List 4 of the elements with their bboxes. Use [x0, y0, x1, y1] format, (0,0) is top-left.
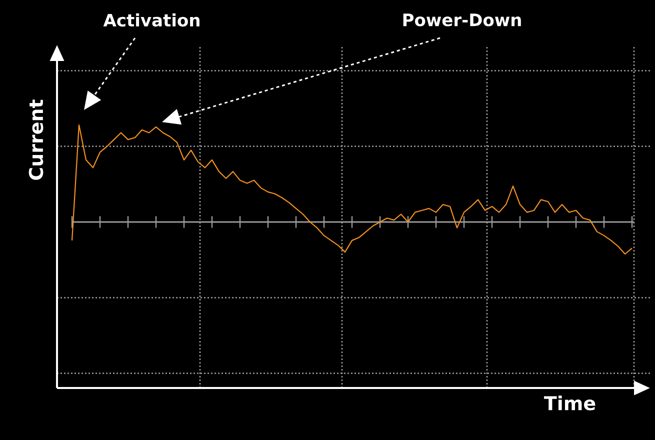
y-axis-title: Current — [28, 100, 44, 180]
text: Activation — [103, 13, 200, 27]
text: Power-Down — [403, 14, 521, 26]
text: Time — [544, 396, 596, 410]
